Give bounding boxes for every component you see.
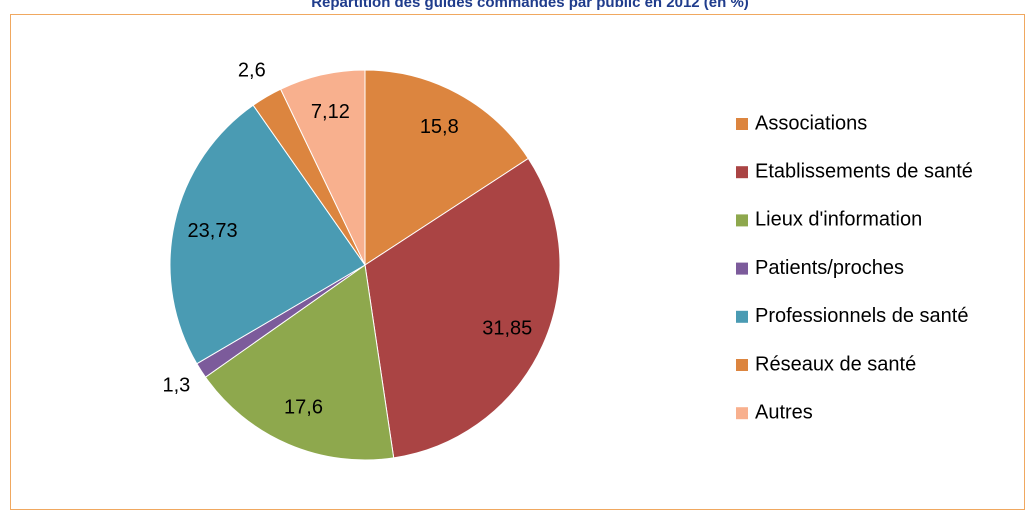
chart-title: Répartition des guides commandés par pub… xyxy=(311,0,749,11)
pie-slice xyxy=(279,69,366,266)
pie-slice xyxy=(204,264,395,461)
pie-slice xyxy=(364,69,530,266)
pie-slice xyxy=(364,157,561,459)
pie-slice xyxy=(169,104,366,365)
data-label: 1,3 xyxy=(163,375,191,397)
legend-label: Patients/proches xyxy=(755,257,904,279)
legend-swatch xyxy=(736,310,748,323)
legend-swatch xyxy=(736,214,748,227)
data-label: 23,73 xyxy=(188,220,238,242)
legend-label: Autres xyxy=(755,401,813,423)
legend-label: Professionnels de santé xyxy=(755,305,968,327)
legend-swatch xyxy=(736,118,748,130)
legend-label: Lieux d'information xyxy=(755,209,922,231)
legend-label: Réseaux de santé xyxy=(755,353,916,375)
data-label: 31,85 xyxy=(482,317,532,339)
data-label: 7,12 xyxy=(311,101,350,123)
legend-swatch xyxy=(736,166,748,179)
data-label: 2,6 xyxy=(238,60,266,82)
legend-swatch xyxy=(736,262,748,275)
data-label: 17,6 xyxy=(284,397,323,419)
legend-label: Associations xyxy=(755,112,867,134)
legend-label: Etablissements de santé xyxy=(755,160,973,182)
data-label: 15,8 xyxy=(420,116,459,138)
legend-swatch xyxy=(736,359,748,371)
legend-swatch xyxy=(736,407,748,420)
